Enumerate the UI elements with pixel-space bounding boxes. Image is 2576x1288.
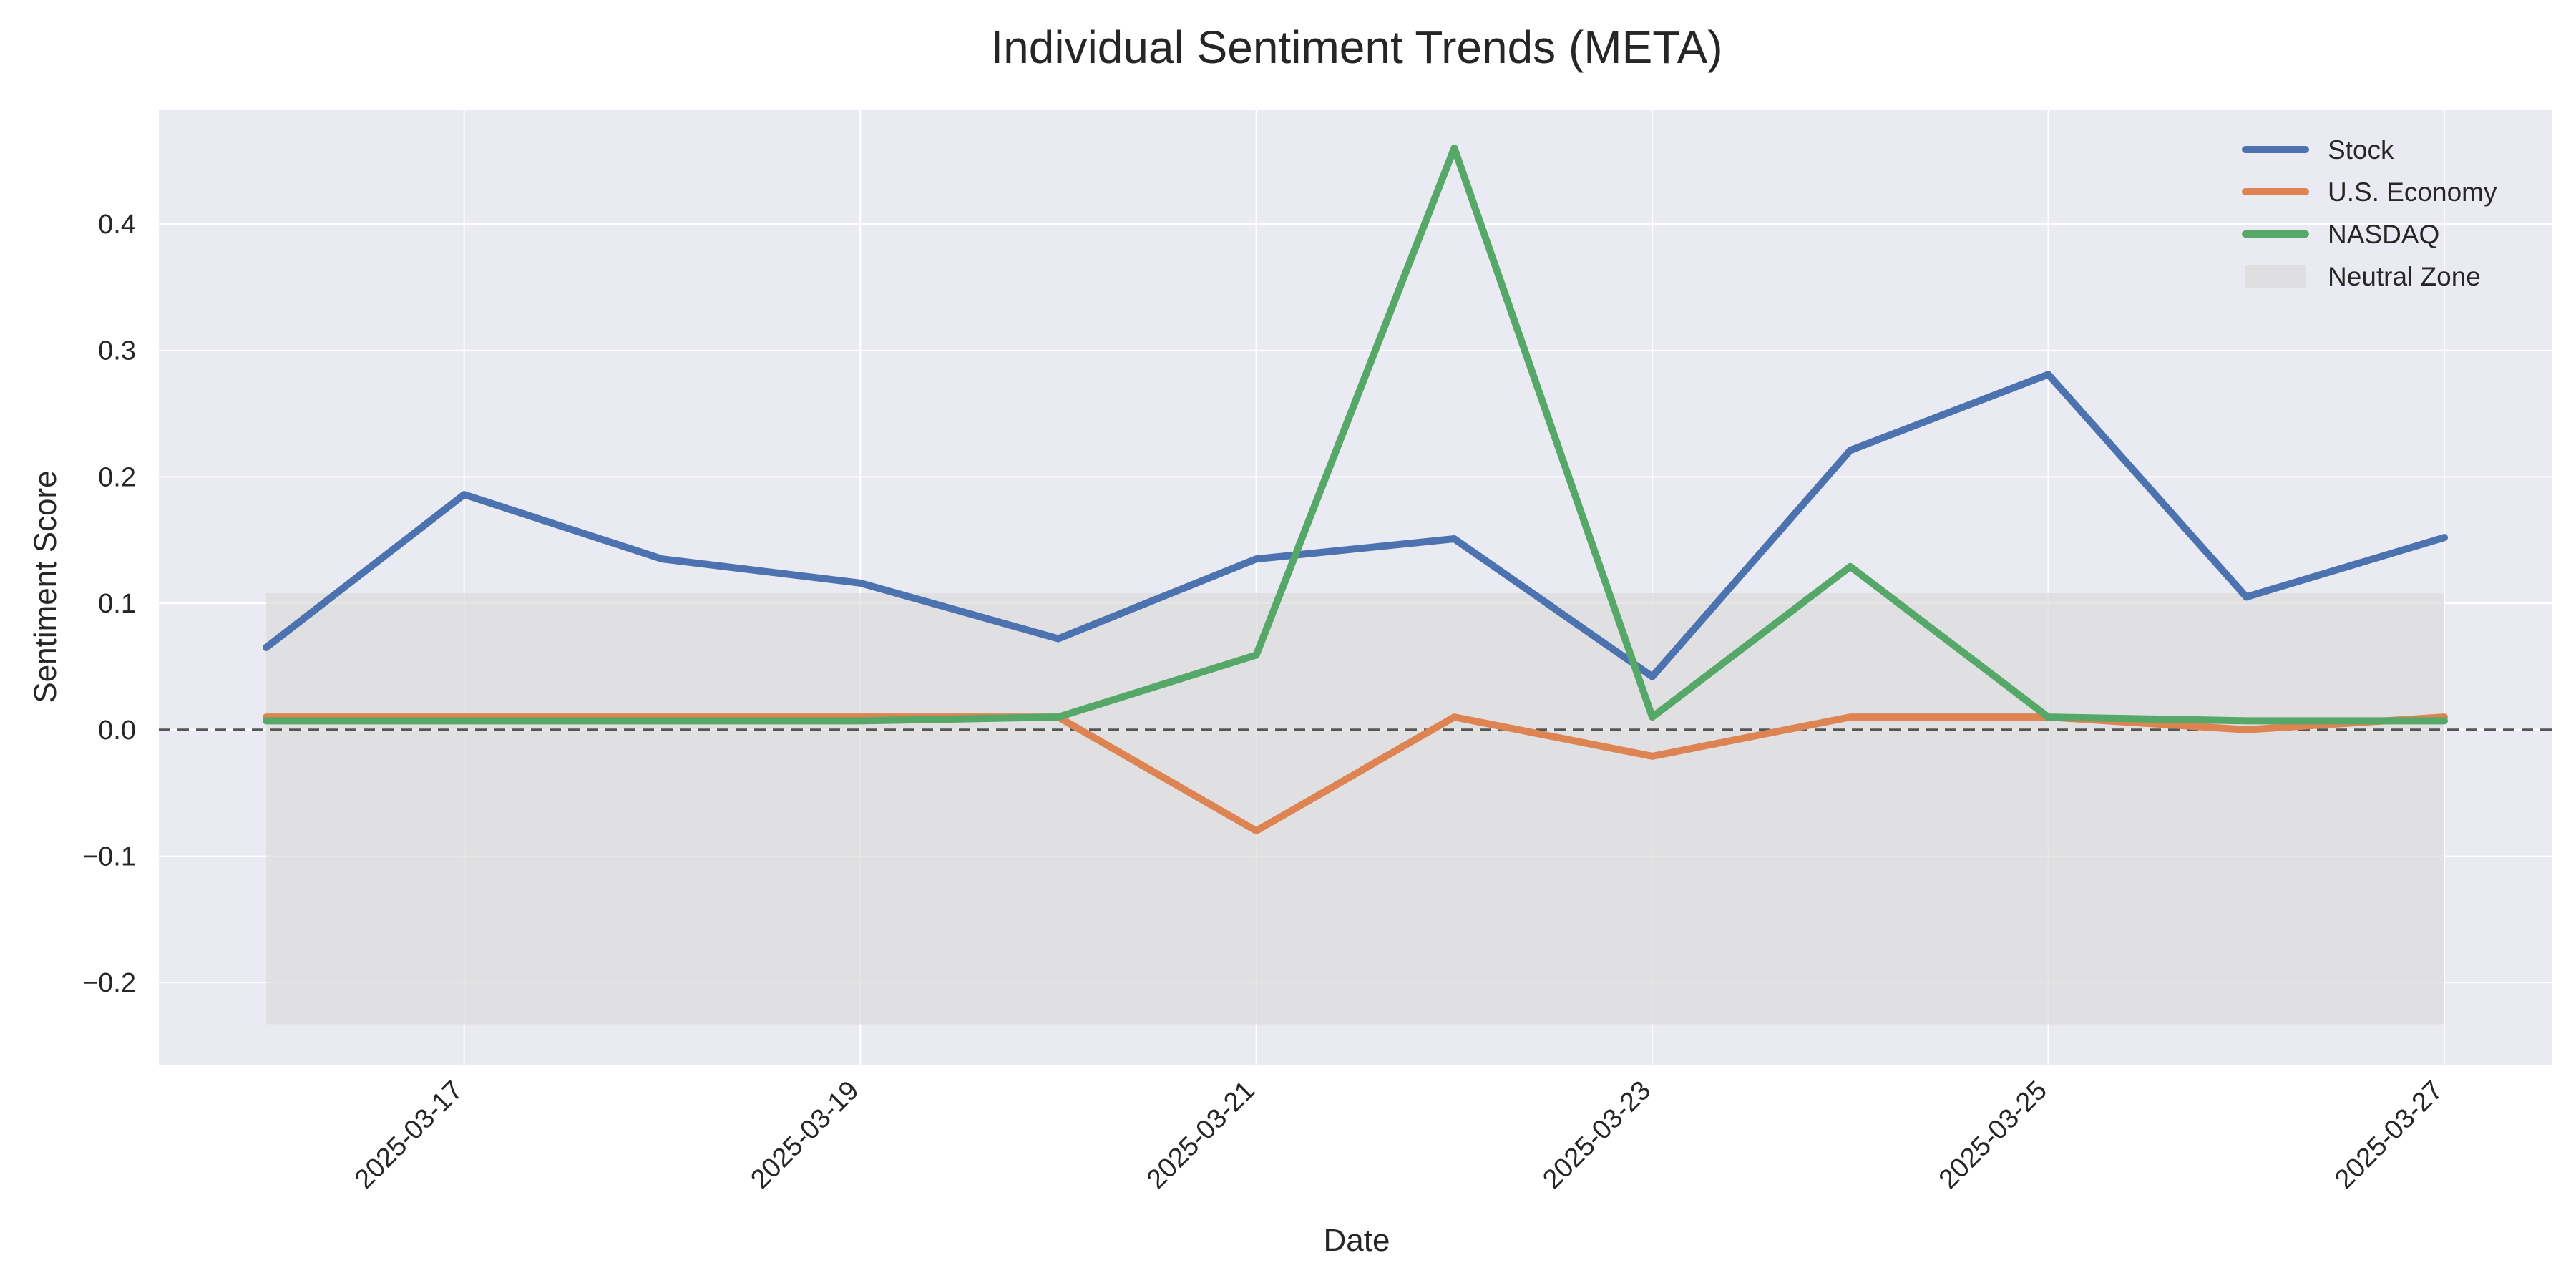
y-axis-ticks: −0.2 −0.1 0.0 0.1 0.2 0.3 0.4 (82, 210, 136, 998)
y-tick-label: −0.2 (82, 968, 136, 998)
series-line-stock (263, 371, 2448, 680)
legend-label: NASDAQ (2328, 220, 2439, 249)
series-line-nasdaq (263, 145, 2448, 725)
legend-label: U.S. Economy (2328, 177, 2497, 207)
y-tick-label: 0.0 (98, 716, 136, 746)
y-axis-label: Sentiment Score (28, 470, 63, 703)
neutral-zone-band (266, 592, 2444, 1025)
y-tick-label: 0.4 (98, 210, 136, 240)
x-axis-label: Date (1324, 1223, 1390, 1258)
legend: Stock U.S. Economy NASDAQ Neutral Zone (2242, 135, 2497, 291)
y-tick-label: −0.1 (82, 841, 136, 872)
chart-title: Individual Sentiment Trends (META) (990, 21, 1722, 73)
y-tick-label: 0.3 (98, 336, 136, 366)
legend-swatch (2245, 265, 2306, 288)
y-tick-label: 0.2 (98, 462, 136, 492)
legend-label: Stock (2328, 135, 2394, 165)
neutral-zone-layer (266, 592, 2444, 1025)
series-layer (263, 145, 2448, 835)
y-tick-label: 0.1 (98, 589, 136, 619)
legend-label: Neutral Zone (2328, 262, 2481, 291)
